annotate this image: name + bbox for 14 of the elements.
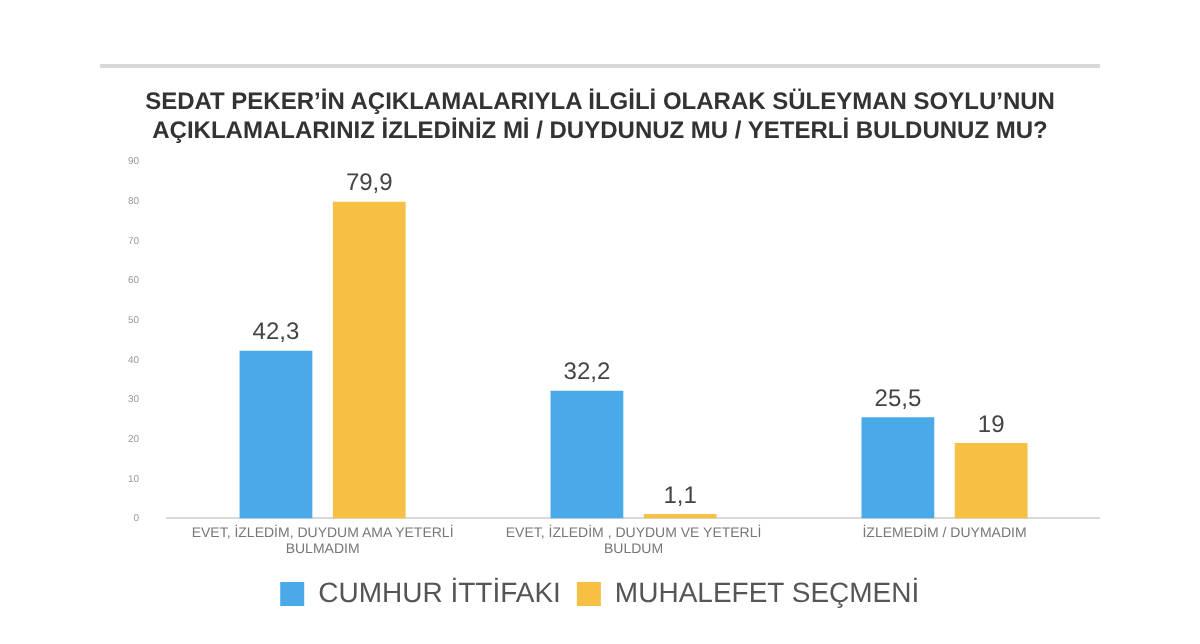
bar: [954, 443, 1028, 519]
data-label: 42,3: [252, 317, 300, 346]
legend-label: MUHALEFET SEÇMENİ: [614, 575, 920, 608]
bar: [861, 417, 935, 519]
data-label: 1,1: [663, 480, 698, 509]
data-label: 25,5: [874, 383, 922, 412]
bar: [239, 350, 313, 519]
bar: [550, 390, 624, 519]
data-label: 79,9: [345, 168, 394, 197]
chart-title: SEDAT PEKER’İN AÇIKLAMALARIYLA İLGİLİ OLARAK SÜLEYMAN SOYLU’NUN AÇIKLAMALARINIZ İZLEDİNİZ Mİ / DUYDUNUZ MU / YETERLİ BULDUNUZ MU?: [145, 87, 1055, 144]
data-label: 32,2: [563, 357, 611, 386]
legend-label: CUMHUR İTTİFAKI: [318, 575, 561, 608]
data-label: 19: [977, 409, 1006, 438]
bar: [332, 201, 406, 519]
